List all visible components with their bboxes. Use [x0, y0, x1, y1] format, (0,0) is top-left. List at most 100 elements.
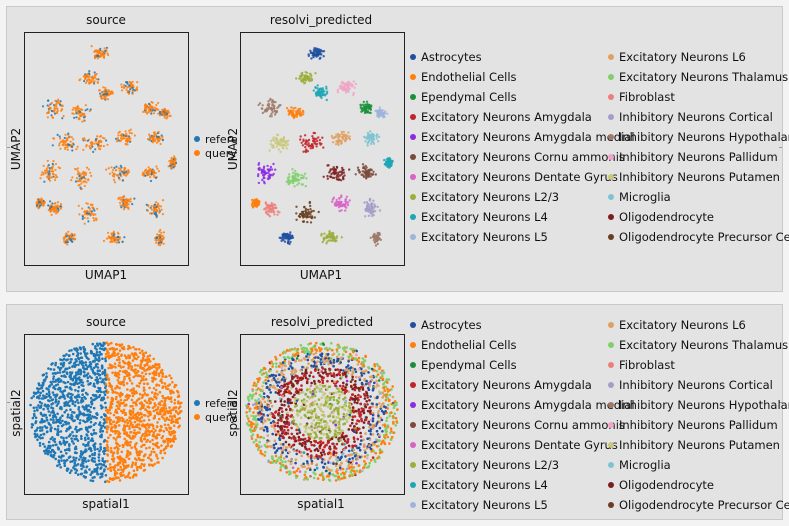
umap-predicted-point — [325, 235, 329, 238]
spatial-source-point — [157, 384, 161, 387]
umap-source-point — [80, 172, 84, 175]
spatial-source-point — [77, 406, 81, 409]
spatial-source-point — [123, 377, 126, 381]
spatial-source-point — [118, 386, 121, 390]
umap-predicted-point — [269, 98, 272, 102]
spatial-source-point — [70, 437, 73, 440]
umap-source-point — [53, 137, 56, 140]
umap-predicted-point — [287, 109, 290, 112]
spatial-source-point — [128, 416, 131, 419]
spatial-source-point — [148, 397, 151, 400]
umap-source-point — [54, 209, 57, 212]
spatial-source-point — [99, 435, 102, 438]
umap-predicted-point — [272, 172, 275, 176]
umap-source-point — [101, 91, 104, 94]
umap-predicted-point — [322, 55, 325, 58]
spatial-source-point — [141, 349, 144, 353]
spatial-source-point — [49, 450, 53, 454]
umap-source-point — [71, 176, 74, 179]
spatial-source-point — [70, 440, 74, 443]
spatial-source-point — [151, 398, 155, 401]
umap-source-point — [150, 105, 154, 108]
umap-predicted-point — [273, 213, 276, 216]
umap-source-point — [76, 145, 79, 148]
spatial-source-point — [84, 361, 88, 364]
umap-predicted-point — [330, 134, 334, 138]
spatial-source-point — [151, 464, 155, 467]
umap-predicted-point — [310, 57, 313, 60]
umap-predicted-point — [273, 203, 277, 207]
spatial-source-point — [82, 348, 86, 351]
umap-predicted-point — [330, 172, 333, 176]
umap-source-point — [92, 216, 95, 220]
umap-predicted-point — [370, 168, 373, 171]
spatial-source-point — [152, 376, 156, 379]
umap-source-point — [125, 88, 128, 91]
spatial-source-point — [114, 431, 117, 435]
spatial-figure-panel: source spatial1 spatial2 reference query… — [6, 304, 789, 520]
umap-predicted-point — [268, 176, 271, 179]
umap-source-point — [71, 108, 74, 111]
spatial-source-point — [155, 366, 158, 370]
umap-predicted-point — [361, 106, 364, 110]
spatial-source-point — [96, 381, 99, 385]
umap-predicted-point — [371, 206, 374, 209]
spatial-source-point — [147, 426, 151, 429]
spatial-source-point — [130, 365, 134, 369]
umap-source-point — [59, 202, 63, 206]
umap-predicted-point — [308, 200, 312, 204]
umap-source-point — [51, 176, 54, 179]
umap-predicted-point — [343, 86, 346, 90]
spatial-source-point — [120, 468, 123, 471]
umap-source-point — [59, 205, 62, 208]
spatial-source-point — [94, 397, 97, 401]
umap-predicted-point — [340, 82, 343, 85]
umap-predicted-point — [375, 239, 379, 243]
spatial-source-point — [116, 379, 120, 382]
umap-predicted-point — [284, 235, 287, 238]
spatial-predicted-point — [266, 434, 270, 437]
umap-source-point — [82, 116, 86, 119]
umap-predicted-point — [313, 131, 317, 135]
umap-predicted-point — [314, 54, 317, 57]
umap-source-point — [96, 81, 99, 84]
umap-predicted-point — [374, 173, 377, 176]
umap-source-point — [98, 50, 101, 53]
spatial-source-point — [158, 365, 161, 369]
umap-source-point — [128, 198, 131, 201]
umap-source-point — [153, 131, 156, 134]
spatial-source-point — [125, 398, 128, 401]
umap-source-point — [166, 116, 169, 119]
spatial-predicted-point — [274, 374, 278, 377]
umap-source-point — [84, 173, 87, 176]
umap-predicted-point — [305, 177, 308, 180]
spatial-source-point — [40, 384, 43, 387]
umap-predicted-point — [340, 200, 343, 204]
spatial-source-point — [65, 422, 68, 426]
umap-predicted-point — [364, 215, 367, 218]
spatial-source-point — [62, 454, 65, 458]
legend-dot — [608, 94, 614, 100]
spatial-source-point — [122, 383, 126, 387]
umap-source-point — [129, 83, 132, 86]
umap-predicted-point — [310, 210, 314, 213]
umap-predicted-point — [376, 109, 379, 112]
umap-predicted-point — [285, 147, 288, 150]
umap-source-point — [37, 203, 41, 206]
umap-source-point — [82, 148, 85, 151]
spatial-source-point — [129, 431, 132, 434]
spatial-source-point — [74, 373, 78, 377]
spatial-source-point — [45, 387, 48, 390]
spatial-source-point — [102, 343, 105, 347]
spatial-source-point — [139, 438, 143, 442]
spatial-source-point — [36, 390, 40, 393]
spatial-source-point — [72, 466, 75, 469]
umap-predicted-point — [326, 177, 329, 180]
umap-source-point — [76, 179, 79, 183]
spatial-source-point — [153, 405, 156, 408]
legend-item-reference: reference — [194, 396, 237, 410]
spatial-source-point — [107, 425, 110, 429]
umap-source-point — [102, 145, 105, 148]
spatial-source-point — [138, 374, 141, 378]
legend-item-celltype: Excitatory Neurons L5 — [410, 227, 635, 247]
